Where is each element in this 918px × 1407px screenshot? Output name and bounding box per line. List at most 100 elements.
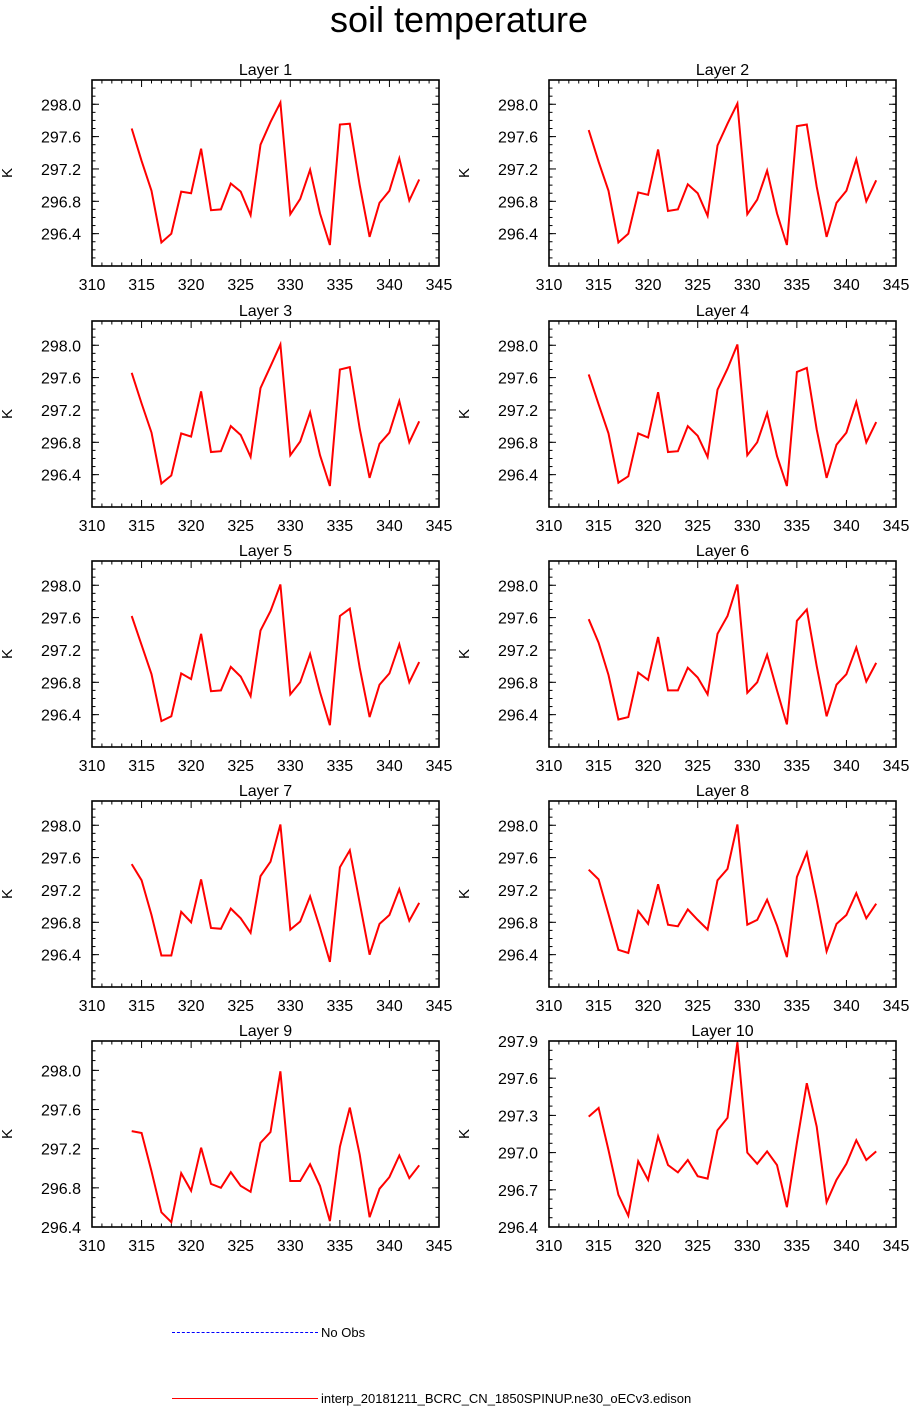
x-tick-label: 335 [327, 518, 354, 535]
y-tick-label: 296.8 [498, 194, 538, 211]
y-tick-label: 296.4 [498, 708, 538, 725]
x-tick-label: 330 [734, 1238, 761, 1255]
y-tick-label: 296.4 [41, 708, 81, 725]
x-tick-label: 325 [684, 998, 711, 1015]
plot-frame [91, 1040, 440, 1228]
x-tick-label: 320 [635, 518, 662, 535]
x-tick-label: 310 [79, 758, 106, 775]
y-tick-label: 296.7 [498, 1183, 538, 1200]
plot-frame [548, 560, 897, 748]
y-axis-label: K [0, 649, 16, 659]
x-tick-label: 310 [536, 758, 563, 775]
x-tick-label: 330 [734, 277, 761, 294]
y-axis-label: K [456, 168, 473, 178]
y-axis-label: K [456, 1129, 473, 1139]
x-tick-label: 315 [128, 277, 155, 294]
x-tick-label: 325 [227, 518, 254, 535]
y-tick-label: 297.9 [498, 1034, 538, 1051]
y-tick-label: 297.6 [498, 851, 538, 868]
y-axis-label: K [0, 889, 16, 899]
y-tick-label: 297.2 [41, 643, 81, 660]
series-line [587, 584, 878, 725]
y-tick-label: 297.6 [41, 371, 81, 388]
x-tick-label: 310 [79, 277, 106, 294]
legend-model-line [172, 1398, 318, 1399]
series-line [588, 824, 878, 958]
plot-frame [91, 79, 440, 267]
y-tick-label: 298.0 [41, 578, 81, 595]
panel-title: Layer 5 [239, 543, 292, 560]
x-tick-label: 310 [536, 277, 563, 294]
x-tick-label: 335 [327, 1238, 354, 1255]
x-tick-label: 320 [178, 998, 205, 1015]
y-tick-label: 297.3 [498, 1108, 538, 1125]
legend-obs-line [172, 1332, 318, 1333]
panel-layer-6: Layer 6 K 310 315 320 325 330 335 340 345 296.4 296… [456, 543, 909, 775]
panel-layer-1: Layer 1 K 310 315 320 325 330 335 340 345 296.4 296… [0, 62, 452, 294]
y-tick-label: 297.2 [41, 883, 81, 900]
y-tick-label: 298.0 [41, 97, 81, 114]
series-line [587, 344, 878, 487]
plot-frame [548, 320, 897, 508]
plot-frame [548, 79, 897, 267]
x-tick-label: 325 [684, 518, 711, 535]
y-tick-label: 297.2 [41, 1142, 81, 1159]
x-tick-label: 330 [734, 518, 761, 535]
panel-layer-7: Layer 7 K 310 315 320 325 330 335 340 345 296.4 296… [0, 783, 452, 1015]
panel-layer-5: Layer 5 K 310 315 320 325 330 335 340 345 296.4 296… [0, 543, 452, 775]
x-tick-label: 340 [376, 998, 403, 1015]
x-tick-label: 345 [426, 1238, 453, 1255]
x-tick-label: 315 [585, 277, 612, 294]
x-tick-label: 320 [178, 758, 205, 775]
x-tick-label: 345 [883, 758, 910, 775]
y-tick-label: 297.2 [41, 162, 81, 179]
x-tick-label: 325 [684, 277, 711, 294]
panel-layer-3: Layer 3 K 310 315 320 325 330 335 340 345 296.4 296… [0, 303, 452, 535]
y-tick-label: 297.2 [41, 403, 81, 420]
x-tick-label: 320 [635, 1238, 662, 1255]
y-tick-label: 296.8 [498, 435, 538, 452]
plot-frame [91, 800, 440, 988]
series-line [130, 340, 421, 487]
y-tick-label: 296.8 [41, 675, 81, 692]
x-tick-label: 335 [784, 518, 811, 535]
panel-title: Layer 9 [239, 1023, 292, 1040]
x-tick-label: 340 [833, 998, 860, 1015]
x-tick-label: 340 [376, 518, 403, 535]
x-tick-label: 315 [585, 518, 612, 535]
x-tick-label: 340 [376, 277, 403, 294]
x-tick-label: 320 [635, 277, 662, 294]
x-tick-label: 315 [128, 1238, 155, 1255]
panel-title: Layer 2 [696, 62, 749, 79]
x-tick-label: 330 [734, 758, 761, 775]
x-tick-label: 325 [684, 1238, 711, 1255]
panel-layer-10: Layer 10 K 310 315 320 325 330 335 340 345 296.4 29… [456, 1023, 909, 1255]
x-tick-label: 345 [426, 998, 453, 1015]
x-tick-label: 325 [227, 277, 254, 294]
y-tick-label: 297.6 [498, 1071, 538, 1088]
panel-layer-2: Layer 2 K 310 315 320 325 330 335 340 345 296.4 296… [456, 62, 909, 294]
panel-title: Layer 3 [239, 303, 292, 320]
x-tick-label: 330 [277, 758, 304, 775]
series-line [131, 1071, 420, 1225]
x-tick-label: 310 [79, 998, 106, 1015]
y-tick-label: 297.6 [41, 130, 81, 147]
x-tick-label: 340 [376, 1238, 403, 1255]
x-tick-label: 330 [277, 1238, 304, 1255]
panel-title: Layer 10 [691, 1023, 753, 1040]
x-tick-label: 315 [128, 758, 155, 775]
x-tick-label: 330 [277, 277, 304, 294]
x-tick-label: 315 [128, 998, 155, 1015]
y-tick-label: 296.4 [498, 1220, 538, 1237]
panel-title: Layer 6 [696, 543, 749, 560]
y-tick-label: 296.4 [498, 948, 538, 965]
y-axis-label: K [456, 649, 473, 659]
x-tick-label: 345 [426, 277, 453, 294]
y-tick-label: 298.0 [41, 1063, 81, 1080]
y-tick-label: 298.0 [41, 338, 81, 355]
x-tick-label: 340 [833, 518, 860, 535]
legend-obs: No Obs [172, 1325, 392, 1341]
y-tick-label: 298.0 [41, 818, 81, 835]
panel-title: Layer 8 [696, 783, 749, 800]
panel-layer-9: Layer 9 K 310 315 320 325 330 335 340 345 296.4 296… [0, 1023, 452, 1255]
